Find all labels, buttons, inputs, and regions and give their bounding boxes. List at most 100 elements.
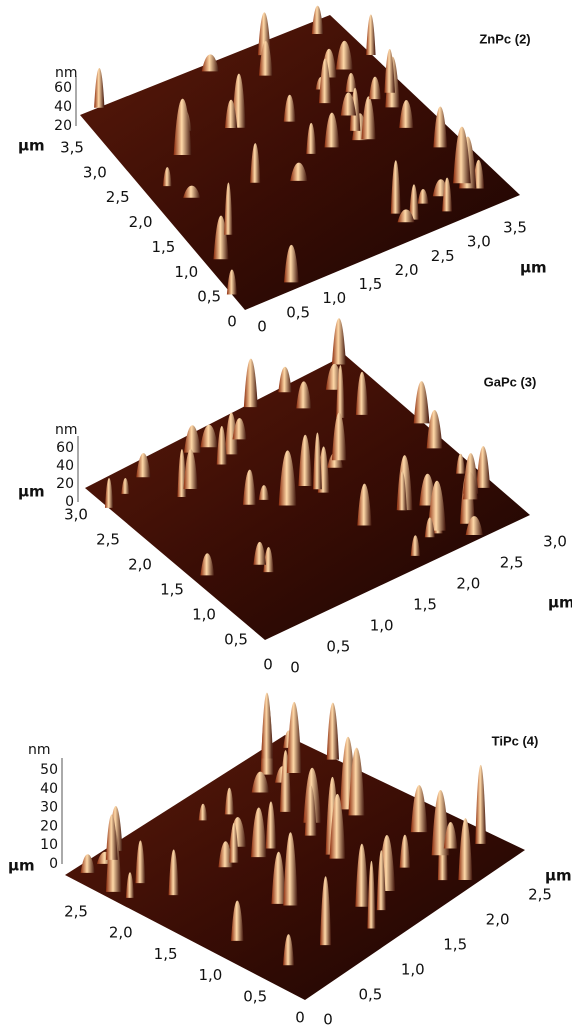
z-unit: nm bbox=[55, 65, 78, 81]
peak bbox=[331, 412, 347, 461]
x-tick-label: 3,5 bbox=[503, 219, 527, 237]
peak bbox=[409, 184, 419, 220]
x-tick-label: 0 bbox=[290, 659, 300, 677]
peak bbox=[183, 449, 198, 489]
peak bbox=[442, 177, 453, 212]
peak bbox=[216, 426, 228, 465]
peak bbox=[94, 67, 105, 108]
x-tick-label: 2,0 bbox=[456, 575, 480, 593]
peak bbox=[298, 434, 313, 486]
peak bbox=[369, 76, 382, 100]
peak bbox=[443, 821, 458, 849]
z-tick-label: 40 bbox=[40, 781, 58, 797]
peak bbox=[229, 822, 239, 863]
y-tick-label: 0,5 bbox=[224, 631, 248, 649]
x-tick-label: 2,0 bbox=[486, 911, 510, 929]
peak bbox=[224, 787, 234, 815]
peak bbox=[250, 143, 261, 183]
peak bbox=[121, 478, 130, 494]
peak bbox=[296, 381, 312, 409]
peak bbox=[251, 771, 270, 793]
y-tick-label: 1,5 bbox=[160, 581, 184, 599]
z-unit: nm bbox=[28, 742, 51, 758]
peak bbox=[475, 764, 487, 844]
peak bbox=[348, 747, 365, 816]
y-tick-label: 2,5 bbox=[64, 903, 88, 921]
peak bbox=[251, 807, 267, 858]
peak bbox=[284, 244, 299, 283]
y-tick-label: 1,0 bbox=[174, 263, 198, 281]
y-tick-label: 2,0 bbox=[129, 213, 153, 231]
y-tick-label: 2,5 bbox=[106, 188, 130, 206]
x-tick-label: 1,5 bbox=[443, 936, 467, 954]
peak bbox=[424, 517, 435, 538]
peak bbox=[80, 854, 95, 873]
z-tick-label: 20 bbox=[54, 118, 72, 134]
peak bbox=[278, 450, 297, 506]
y-tick-label: 1,5 bbox=[154, 945, 178, 963]
y-unit: µm bbox=[18, 483, 45, 501]
peak bbox=[183, 185, 201, 198]
peak bbox=[162, 167, 172, 187]
peak bbox=[426, 409, 443, 449]
panel-label: TiPc (4) bbox=[492, 733, 539, 748]
peak bbox=[224, 182, 233, 235]
peak bbox=[283, 934, 295, 966]
z-tick-label: 30 bbox=[40, 800, 58, 816]
peak bbox=[320, 876, 332, 946]
x-tick-label: 2,5 bbox=[500, 554, 524, 572]
peak bbox=[104, 477, 114, 508]
peak bbox=[201, 54, 219, 72]
peak bbox=[361, 96, 376, 140]
peak bbox=[243, 358, 258, 408]
peak bbox=[200, 553, 215, 576]
peak bbox=[105, 814, 118, 860]
peak bbox=[286, 701, 302, 774]
y-tick-label: 3,5 bbox=[60, 139, 84, 157]
peak bbox=[413, 381, 430, 424]
x-tick-label: 1,0 bbox=[370, 617, 394, 635]
peak bbox=[340, 92, 357, 116]
peak bbox=[331, 318, 346, 365]
peak bbox=[261, 692, 273, 759]
y-unit: µm bbox=[8, 857, 35, 875]
x-tick-label: 3,0 bbox=[543, 533, 567, 551]
peak bbox=[431, 789, 450, 856]
peak bbox=[173, 98, 192, 155]
peak bbox=[384, 48, 395, 93]
x-tick-label: 2,0 bbox=[395, 261, 419, 279]
peak bbox=[242, 470, 256, 505]
z-tick-label: 0 bbox=[65, 494, 74, 510]
peak bbox=[136, 453, 151, 478]
z-tick-label: 0 bbox=[49, 856, 58, 872]
surface bbox=[85, 355, 530, 640]
peak bbox=[410, 785, 428, 833]
peak bbox=[428, 480, 446, 531]
peak bbox=[283, 832, 298, 906]
peak bbox=[200, 424, 218, 448]
z-tick-label: 50 bbox=[40, 762, 58, 778]
peak bbox=[367, 860, 376, 929]
y-tick-label: 3,0 bbox=[64, 506, 88, 524]
x-tick-label: 0 bbox=[323, 1011, 333, 1029]
x-tick-label: 2,5 bbox=[431, 247, 455, 265]
peak bbox=[224, 412, 239, 455]
peak bbox=[135, 840, 146, 884]
peak bbox=[355, 843, 369, 907]
peak bbox=[290, 162, 308, 181]
peak bbox=[397, 471, 407, 511]
x-unit: µm bbox=[548, 594, 572, 612]
peak bbox=[278, 366, 292, 393]
peak bbox=[355, 371, 369, 415]
y-tick-label: 3,0 bbox=[83, 163, 107, 181]
peak bbox=[453, 126, 471, 184]
peak bbox=[336, 365, 345, 418]
peak bbox=[125, 872, 135, 898]
peak bbox=[329, 793, 346, 859]
y-tick-label: 2,5 bbox=[96, 531, 120, 549]
peak bbox=[184, 425, 201, 453]
y-unit: µm bbox=[18, 137, 45, 155]
